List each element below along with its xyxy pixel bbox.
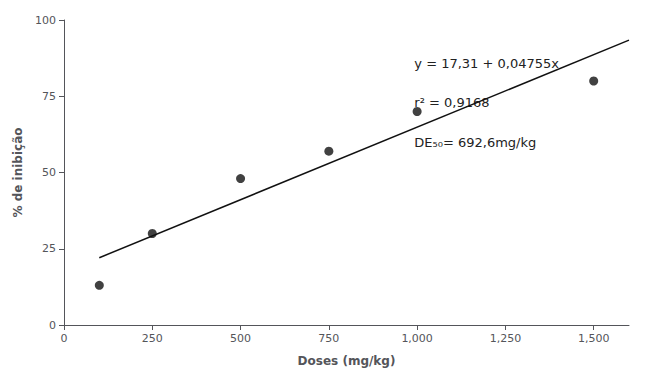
svg-text:Doses (mg/kg): Doses (mg/kg) <box>298 354 396 368</box>
svg-text:% de inibição: % de inibição <box>11 127 25 217</box>
svg-text:750: 750 <box>318 332 339 345</box>
svg-text:0: 0 <box>61 332 68 345</box>
svg-text:100: 100 <box>35 14 56 27</box>
svg-text:1,500: 1,500 <box>578 332 610 345</box>
svg-text:25: 25 <box>42 242 56 255</box>
svg-text:0: 0 <box>49 319 56 332</box>
svg-text:1,000: 1,000 <box>401 332 433 345</box>
svg-text:r² = 0,9168: r² = 0,9168 <box>414 95 490 111</box>
svg-text:500: 500 <box>230 332 251 345</box>
svg-text:250: 250 <box>142 332 163 345</box>
svg-text:75: 75 <box>42 90 56 103</box>
svg-text:1,250: 1,250 <box>490 332 522 345</box>
svg-text:DE₅₀= 692,6mg/kg: DE₅₀= 692,6mg/kg <box>414 135 536 150</box>
svg-text:50: 50 <box>42 166 56 179</box>
svg-text:y = 17,31 + 0,04755x: y = 17,31 + 0,04755x <box>414 56 559 71</box>
